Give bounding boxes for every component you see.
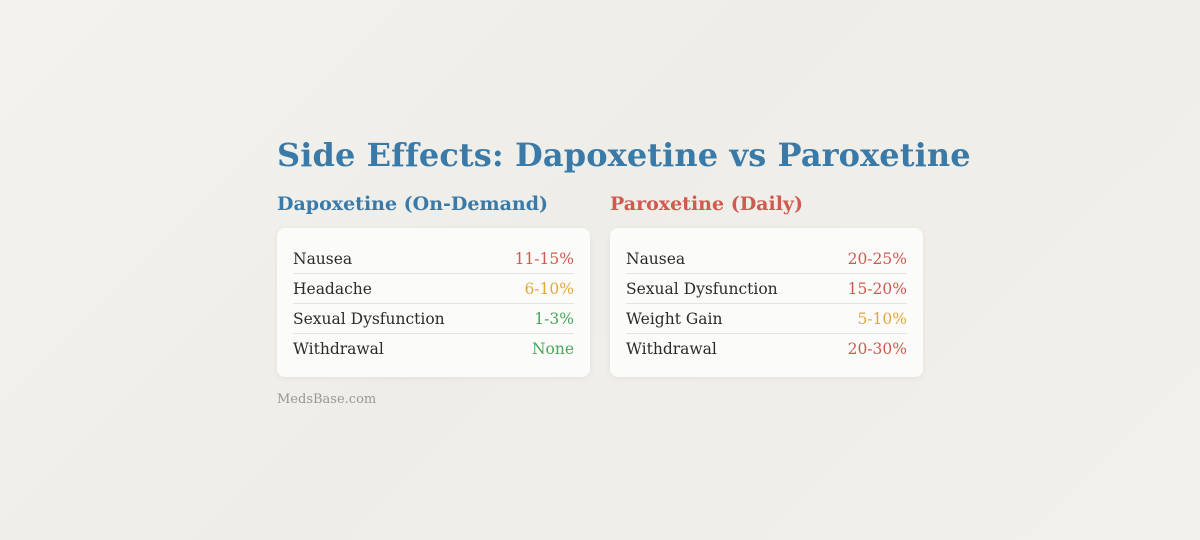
side-effect-row: Headache 6-10%: [293, 274, 574, 304]
page-title: Side Effects: Dapoxetine vs Paroxetine: [277, 136, 971, 174]
paroxetine-heading: Paroxetine (Daily): [610, 193, 803, 215]
side-effect-value: 1-3%: [534, 309, 574, 328]
side-effect-value: 20-25%: [847, 249, 907, 268]
side-effect-label: Nausea: [626, 249, 686, 268]
side-effect-label: Weight Gain: [626, 309, 723, 328]
side-effect-row: Sexual Dysfunction 1-3%: [293, 304, 574, 334]
source-credit: MedsBase.com: [277, 392, 377, 407]
paroxetine-card: Nausea 20-25% Sexual Dysfunction 15-20% …: [610, 228, 923, 377]
side-effect-value: 11-15%: [514, 249, 574, 268]
side-effect-row: Weight Gain 5-10%: [626, 304, 907, 334]
comparison-columns: Dapoxetine (On-Demand) Nausea 11-15% Hea…: [277, 190, 923, 377]
side-effect-row: Nausea 20-25%: [626, 244, 907, 274]
side-effect-label: Sexual Dysfunction: [293, 309, 445, 328]
dapoxetine-column: Dapoxetine (On-Demand) Nausea 11-15% Hea…: [277, 190, 590, 377]
side-effect-value: 20-30%: [847, 339, 907, 358]
side-effect-value: 15-20%: [847, 279, 907, 298]
side-effect-label: Withdrawal: [293, 339, 384, 358]
dapoxetine-heading: Dapoxetine (On-Demand): [277, 193, 548, 215]
side-effect-row: Withdrawal 20-30%: [626, 334, 907, 363]
side-effect-label: Nausea: [293, 249, 353, 268]
comparison-panel: Side Effects: Dapoxetine vs Paroxetine D…: [277, 136, 971, 407]
side-effect-label: Sexual Dysfunction: [626, 279, 778, 298]
dapoxetine-card: Nausea 11-15% Headache 6-10% Sexual Dysf…: [277, 228, 590, 377]
side-effect-value: 5-10%: [857, 309, 907, 328]
paroxetine-column: Paroxetine (Daily) Nausea 20-25% Sexual …: [610, 190, 923, 377]
side-effect-value: 6-10%: [524, 279, 574, 298]
side-effect-value: None: [531, 339, 574, 358]
side-effect-row: Withdrawal None: [293, 334, 574, 363]
side-effect-row: Sexual Dysfunction 15-20%: [626, 274, 907, 304]
side-effect-row: Nausea 11-15%: [293, 244, 574, 274]
side-effect-label: Withdrawal: [626, 339, 717, 358]
side-effect-label: Headache: [293, 279, 372, 298]
